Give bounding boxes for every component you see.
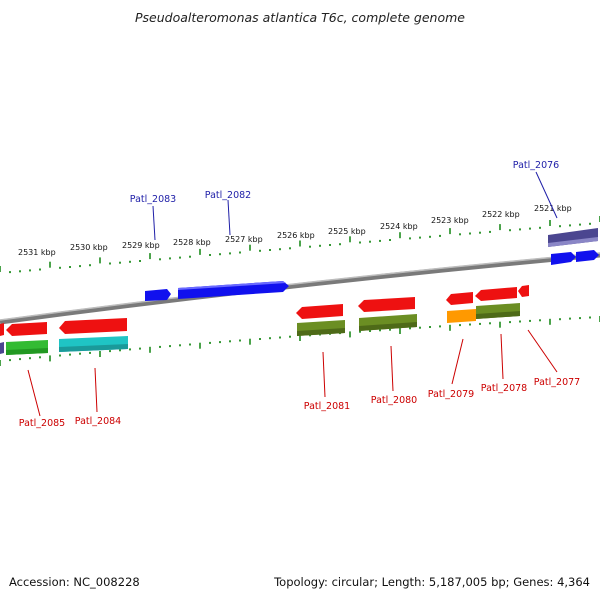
leader-patl-2080 xyxy=(390,345,394,392)
cds-patl-2084-shade xyxy=(59,344,128,352)
cds-patl-2083[interactable] xyxy=(145,289,171,301)
scale-label-2526: 2526 kbp xyxy=(277,231,315,240)
leader-patl-2082 xyxy=(227,199,231,236)
leader-patl-2078 xyxy=(500,333,504,380)
genome-backbone xyxy=(0,252,600,325)
gene-label-patl-2084[interactable]: Patl_2084 xyxy=(75,416,121,427)
gene-label-patl-2080[interactable]: Patl_2080 xyxy=(371,395,417,406)
scale-label-2531: 2531 kbp xyxy=(18,248,56,257)
cds-patl-2082-highlight xyxy=(178,281,286,290)
cds-patl-2080-red[interactable] xyxy=(358,297,415,312)
cds-edge-left-b[interactable] xyxy=(0,342,4,354)
cds-edge-left-a[interactable] xyxy=(0,323,4,336)
leader-patl-2083 xyxy=(152,205,156,241)
cds-patl-2077[interactable] xyxy=(518,285,529,297)
leader-patl-2081 xyxy=(322,351,326,398)
genome-backbone-highlight xyxy=(0,252,600,321)
cds-patl-2080-shade xyxy=(359,322,417,331)
map-title: Pseudoalteromonas atlantica T6c, complet… xyxy=(135,10,465,25)
cds-patl-2079[interactable] xyxy=(447,309,476,323)
scale-track-bottom xyxy=(0,316,600,366)
gene-label-patl-2078[interactable]: Patl_2078 xyxy=(481,383,527,394)
scale-label-2527: 2527 kbp xyxy=(225,235,263,244)
scale-label-2524: 2524 kbp xyxy=(380,222,418,231)
scale-label-2529: 2529 kbp xyxy=(122,241,160,250)
cds-patl-2079-red[interactable] xyxy=(446,292,473,305)
leader-patl-2077 xyxy=(527,329,558,373)
gene-labels: Patl_2083 Patl_2082 Patl_2076 Patl_2085 … xyxy=(19,160,580,429)
cds-patl-2085-red[interactable] xyxy=(6,322,47,336)
scale-label-2523: 2523 kbp xyxy=(431,216,469,225)
leader-patl-2084 xyxy=(94,367,98,413)
accession-text: Accession: NC_008228 xyxy=(9,575,140,589)
label-leaders xyxy=(27,171,558,417)
forward-strand-features xyxy=(145,228,599,301)
gene-label-patl-2079[interactable]: Patl_2079 xyxy=(428,389,474,400)
cds-patl-2085-shade xyxy=(6,348,48,355)
cds-patl-2082[interactable] xyxy=(178,281,289,299)
cds-patl-2076-c[interactable] xyxy=(576,250,599,262)
leader-patl-2076 xyxy=(535,171,558,219)
scale-track-top xyxy=(0,216,600,274)
cds-patl-2076-b[interactable] xyxy=(551,252,576,265)
scale-label-2525: 2525 kbp xyxy=(328,227,366,236)
cds-patl-2084-red[interactable] xyxy=(59,318,127,334)
gene-label-patl-2081[interactable]: Patl_2081 xyxy=(304,401,350,412)
gene-label-patl-2076[interactable]: Patl_2076 xyxy=(513,160,559,171)
gene-label-patl-2077[interactable]: Patl_2077 xyxy=(534,377,580,388)
leader-patl-2079 xyxy=(451,338,464,385)
cds-patl-2078-red[interactable] xyxy=(475,287,517,301)
scale-label-2522: 2522 kbp xyxy=(482,210,520,219)
scale-label-2528: 2528 kbp xyxy=(173,238,211,247)
gene-label-patl-2083[interactable]: Patl_2083 xyxy=(130,194,176,205)
scale-label-2530: 2530 kbp xyxy=(70,243,108,252)
genome-summary-text: Topology: circular; Length: 5,187,005 bp… xyxy=(273,575,590,589)
cds-patl-2081-red[interactable] xyxy=(296,304,343,319)
gene-label-patl-2085[interactable]: Patl_2085 xyxy=(19,418,65,429)
reverse-strand-features xyxy=(0,285,529,355)
cds-patl-2078-shade xyxy=(476,311,520,319)
gene-label-patl-2082[interactable]: Patl_2082 xyxy=(205,190,251,201)
cds-patl-2081-shade xyxy=(297,328,345,336)
cds-patl-2076-shade xyxy=(548,237,598,247)
leader-patl-2085 xyxy=(27,369,41,417)
